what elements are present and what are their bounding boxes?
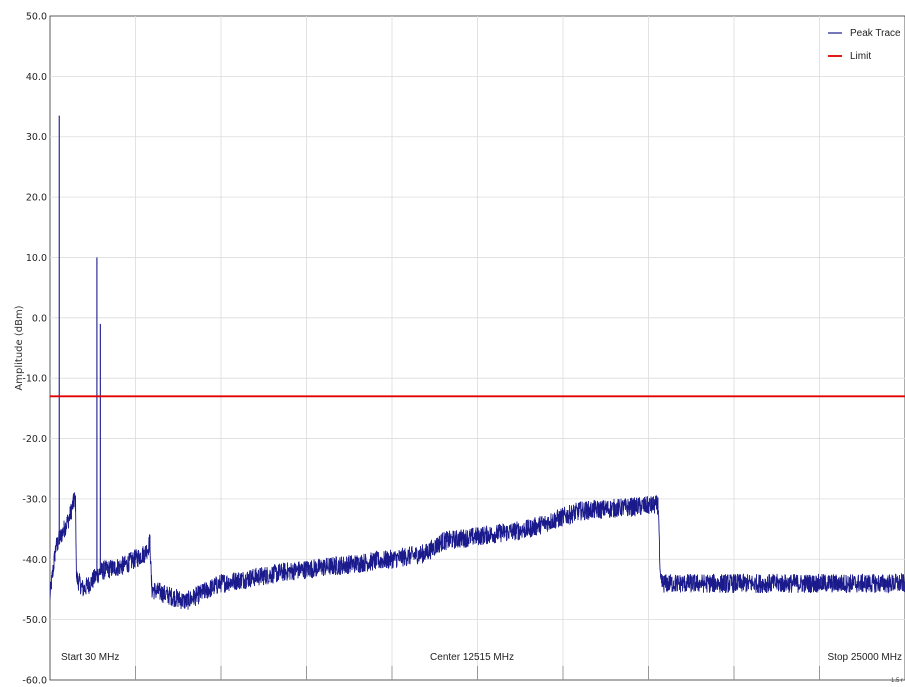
legend-label-limit: Limit: [850, 51, 871, 62]
y-tick-label: -30.0: [22, 494, 47, 505]
x-start-label: Start 30 MHz: [61, 652, 119, 663]
y-tick-label: 10.0: [26, 253, 47, 264]
y-tick-label: -10.0: [22, 374, 47, 385]
peak-trace-line: [50, 492, 905, 610]
y-tick-label: 0.0: [32, 313, 47, 324]
legend-label-peak-trace: Peak Trace: [850, 28, 901, 39]
y-tick-label: -50.0: [22, 615, 47, 626]
corner-note: 1.5 r: [891, 678, 903, 684]
trace-layer: [50, 115, 905, 610]
y-axis-label: Amplitude (dBm): [14, 305, 25, 390]
y-tick-label: -60.0: [22, 676, 47, 687]
y-tick-label: -20.0: [22, 434, 47, 445]
x-stop-label: Stop 25000 MHz: [828, 652, 903, 663]
y-tick-label: 40.0: [26, 72, 47, 83]
y-axis-ticks: 50.0 40.0 30.0 20.0 10.0 0.0 -10.0 -20.0 -30.0 -4…: [22, 12, 47, 687]
legend: Peak Trace Limit: [828, 28, 901, 62]
y-tick-label: -40.0: [22, 555, 47, 566]
y-tick-label: 30.0: [26, 132, 47, 143]
x-center-label: Center 12515 MHz: [430, 652, 514, 663]
grid-lines: [50, 16, 905, 680]
y-tick-label: 20.0: [26, 193, 47, 204]
y-tick-label: 50.0: [26, 12, 47, 23]
